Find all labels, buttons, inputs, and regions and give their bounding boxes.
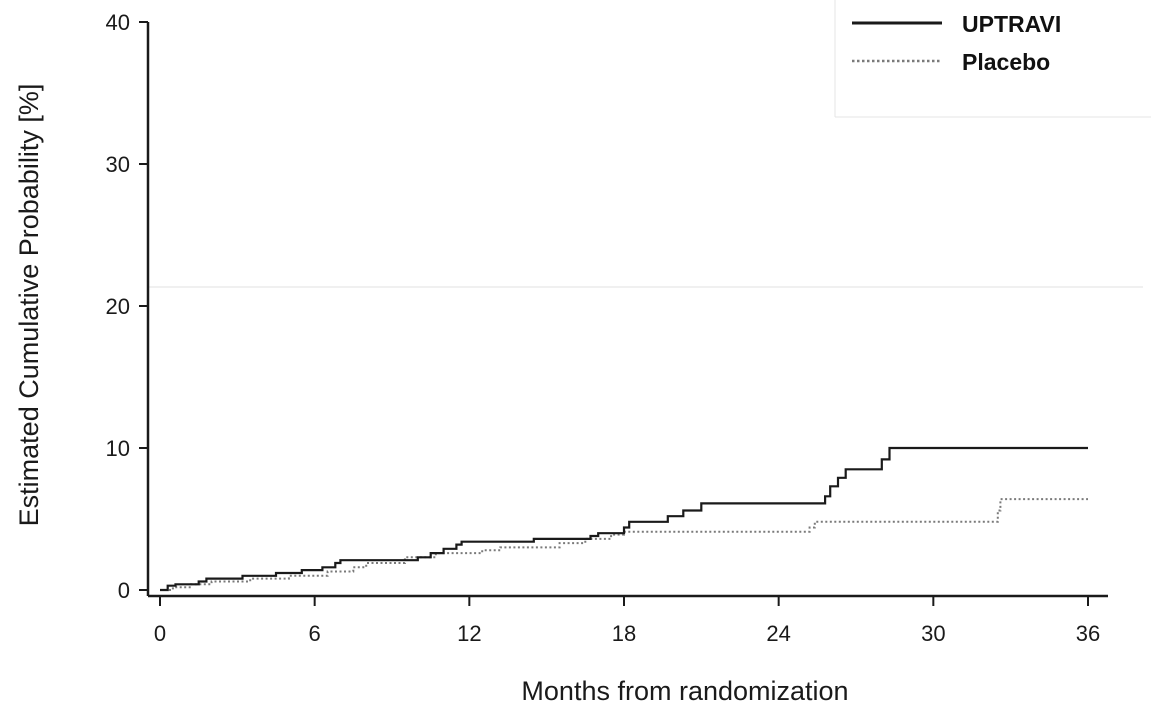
y-tick-label: 40: [106, 10, 130, 35]
x-tick-label: 30: [921, 621, 945, 646]
series-layer: [160, 446, 1088, 592]
x-tick-label: 0: [154, 621, 166, 646]
y-tick-label: 20: [106, 294, 130, 319]
x-axis-title: Months from randomization: [521, 676, 848, 706]
x-tick-label: 18: [612, 621, 636, 646]
legend-label-uptravi: UPTRAVI: [962, 11, 1061, 37]
x-tick-label: 6: [309, 621, 321, 646]
y-tick-label: 30: [106, 152, 130, 177]
legend: UPTRAVI Placebo: [852, 11, 1061, 75]
legend-label-placebo: Placebo: [962, 49, 1050, 75]
x-tick-label: 36: [1076, 621, 1100, 646]
series-line-uptravi: [160, 446, 1088, 592]
y-axis-title: Estimated Cumulative Probability [%]: [14, 84, 44, 527]
series-line-placebo: [160, 498, 1088, 591]
axes: 0 10 20 30 40 0 6 12 18 24 30 36: [106, 10, 1108, 646]
x-tick-label: 24: [766, 621, 790, 646]
x-tick-label: 12: [457, 621, 481, 646]
y-tick-label: 10: [106, 436, 130, 461]
y-tick-label: 0: [118, 578, 130, 603]
